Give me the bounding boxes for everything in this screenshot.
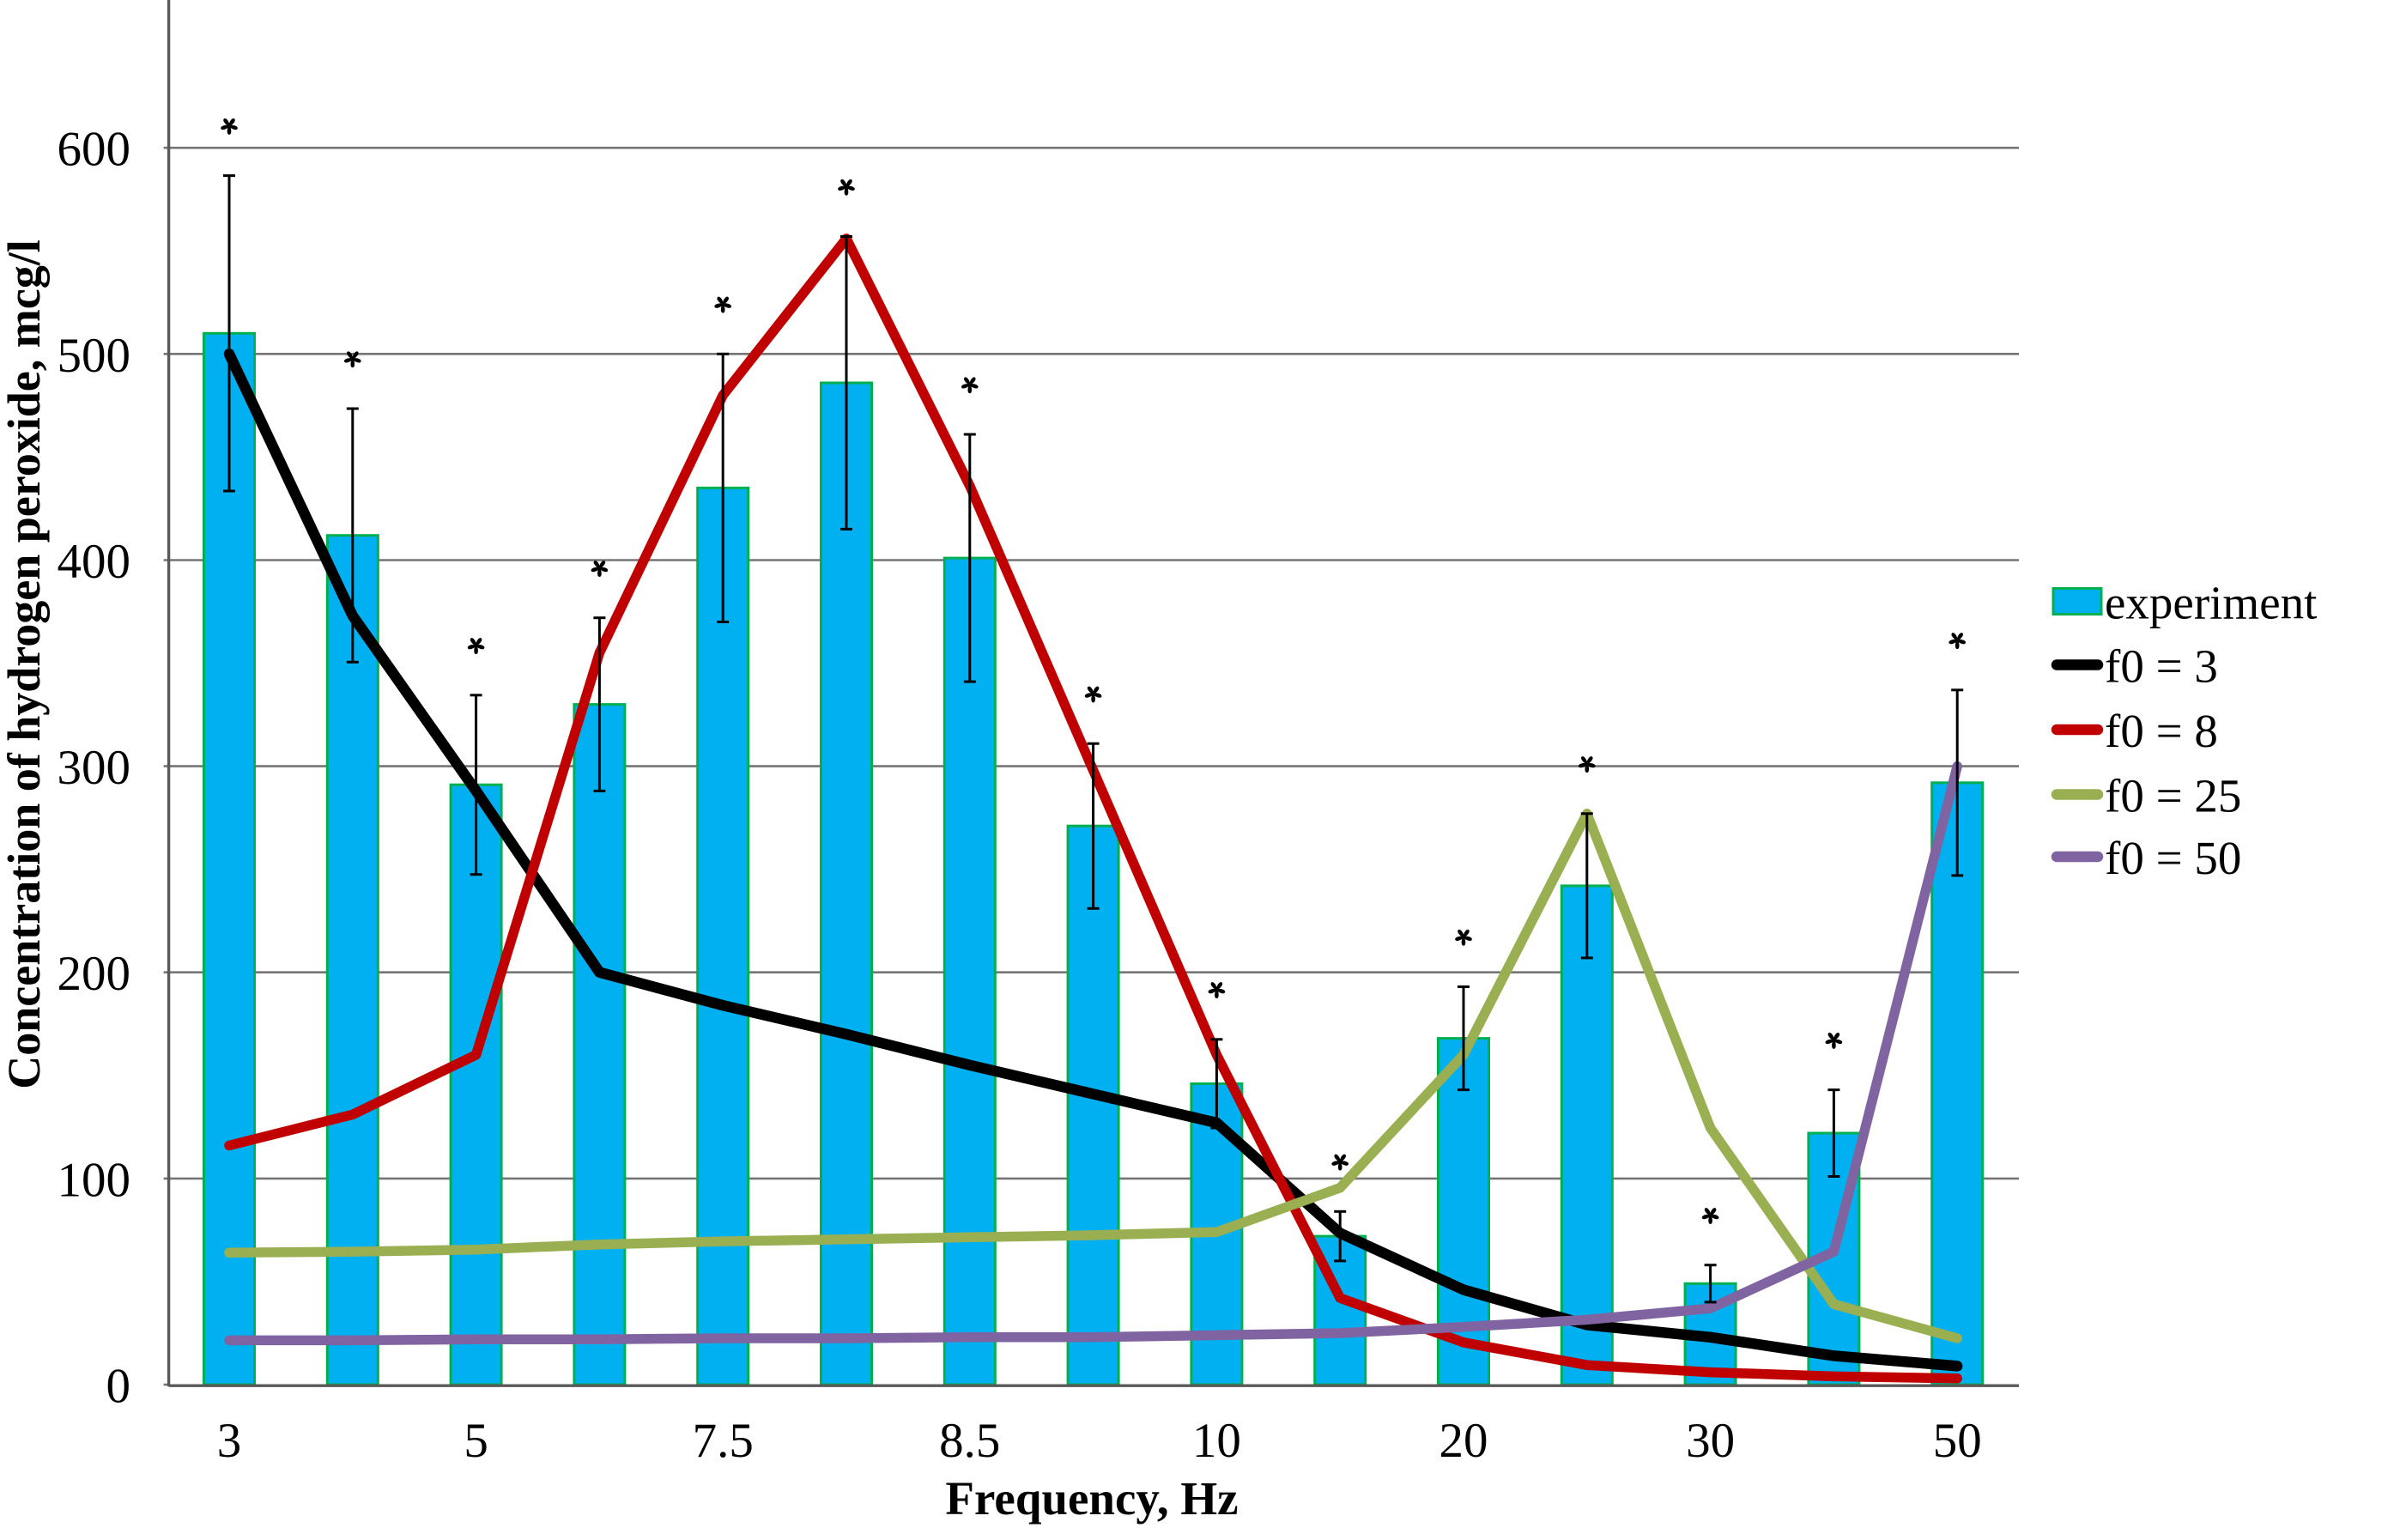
svg-text:f0 = 8: f0 = 8 (2105, 705, 2218, 757)
svg-text:7.5: 7.5 (693, 1414, 754, 1468)
svg-text:30: 30 (1686, 1414, 1735, 1468)
svg-text:8.5: 8.5 (939, 1414, 1000, 1468)
svg-text:5: 5 (464, 1414, 488, 1468)
svg-text:Frequency, Hz: Frequency, Hz (945, 1472, 1238, 1525)
svg-text:experiment: experiment (2105, 576, 2317, 628)
svg-text:3: 3 (217, 1414, 242, 1468)
svg-text:300: 300 (58, 741, 131, 795)
svg-text:100: 100 (58, 1153, 131, 1207)
svg-text:400: 400 (58, 535, 131, 589)
svg-text:200: 200 (58, 947, 131, 1001)
svg-text:10: 10 (1192, 1414, 1241, 1468)
svg-text:0: 0 (106, 1360, 131, 1414)
svg-text:f0 = 50: f0 = 50 (2105, 832, 2241, 884)
svg-text:f0 = 25: f0 = 25 (2105, 769, 2241, 822)
svg-text:50: 50 (1933, 1414, 1982, 1468)
svg-text:Concentration of hydrogen pero: Concentration of hydrogen peroxide, mcg/… (0, 239, 50, 1088)
svg-text:f0 = 3: f0 = 3 (2105, 640, 2218, 692)
svg-text:600: 600 (58, 123, 131, 177)
svg-text:20: 20 (1439, 1414, 1488, 1468)
svg-text:500: 500 (58, 329, 131, 383)
